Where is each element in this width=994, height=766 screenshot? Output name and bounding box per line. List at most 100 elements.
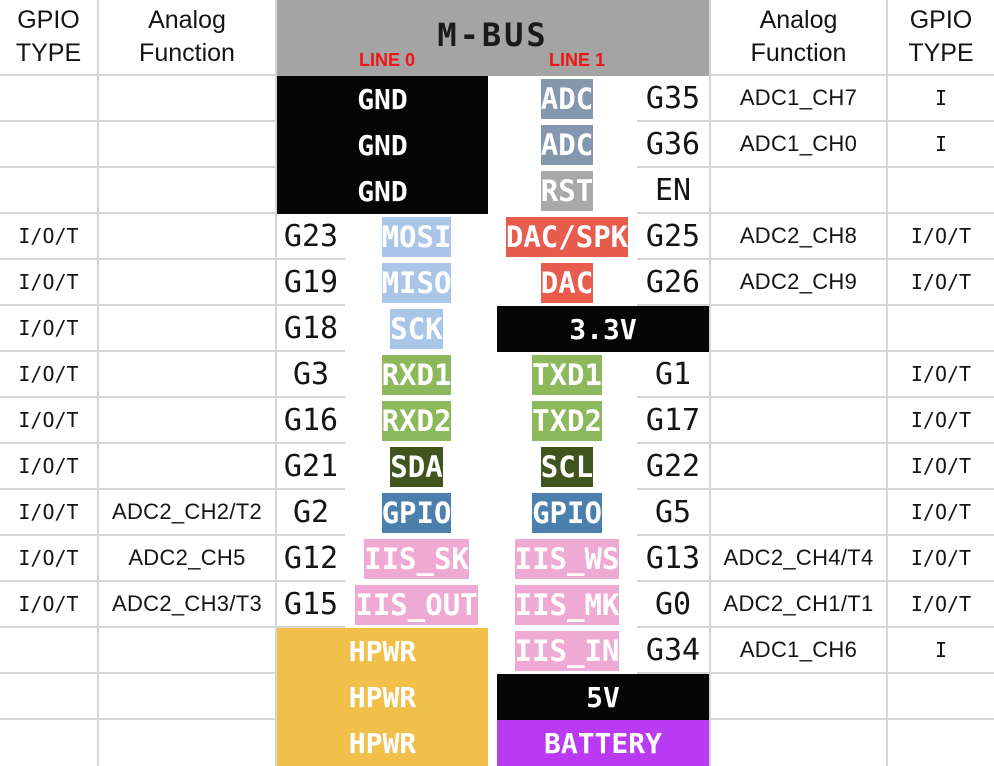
- gpio-type-cell: I/O/T: [0, 444, 99, 490]
- mbus-header: M-BUS LINE 0 LINE 1: [277, 0, 709, 76]
- pin-label-g15: G15: [277, 582, 345, 628]
- pin-label-g22: G22: [637, 444, 709, 490]
- analog-function-cell: ADC2_CH9: [709, 260, 888, 306]
- pin-label-g19: G19: [277, 260, 345, 306]
- analog-function-cell: ADC1_CH7: [709, 76, 888, 122]
- gpio-type-cell: I/O/T: [0, 582, 99, 628]
- analog-function-cell: [709, 674, 888, 720]
- pin-label-g36: G36: [637, 122, 709, 168]
- analog-function-cell: ADC2_CH4/T4: [709, 536, 888, 582]
- gpio-type-cell: [0, 122, 99, 168]
- analog-function-cell: [99, 398, 277, 444]
- pin-label-g17: G17: [637, 398, 709, 444]
- header-gpio-type-right: GPIO TYPE: [888, 0, 994, 76]
- gnd-label: GND: [357, 82, 408, 116]
- signal-adc: ADC: [497, 122, 637, 168]
- gpio-type-cell: I/O/T: [888, 352, 994, 398]
- signal-gpio-line0: GPIO: [345, 490, 488, 536]
- gpio-type-cell: I/O/T: [0, 490, 99, 536]
- signal-dac-spk: DAC/SPK: [497, 214, 637, 260]
- pin-label-g1: G1: [637, 352, 709, 398]
- pin-label-g2: G2: [277, 490, 345, 536]
- gpio-type-cell: I: [888, 122, 994, 168]
- pin-label-g21: G21: [277, 444, 345, 490]
- gpio-type-cell: [888, 168, 994, 214]
- battery-label: BATTERY: [543, 726, 662, 760]
- signal-iis-mk: IIS_MK: [497, 582, 637, 628]
- pin-label-g18: G18: [277, 306, 345, 352]
- gpio-type-cell: [0, 720, 99, 766]
- gnd-block: GND GND GND: [277, 76, 488, 214]
- pin-label-g5: G5: [637, 490, 709, 536]
- v33-label: 3.3V: [569, 312, 637, 346]
- signal-adc: ADC: [497, 76, 637, 122]
- signal-rxd1: RXD1: [345, 352, 488, 398]
- gpio-type-cell: [888, 306, 994, 352]
- pin-label-g16: G16: [277, 398, 345, 444]
- gpio-type-cell: I/O/T: [888, 536, 994, 582]
- gpio-type-cell: [0, 168, 99, 214]
- gpio-type-cell: I: [888, 628, 994, 674]
- analog-function-cell: [709, 490, 888, 536]
- analog-function-cell: [99, 214, 277, 260]
- analog-function-cell: ADC2_CH1/T1: [709, 582, 888, 628]
- hpwr-label: HPWR: [348, 726, 417, 760]
- pin-label-g34: G34: [637, 628, 709, 674]
- signal-rxd2: RXD2: [345, 398, 488, 444]
- signal-txd1: TXD1: [497, 352, 637, 398]
- analog-function-cell: [99, 444, 277, 490]
- signal-gpio-line1: GPIO: [497, 490, 637, 536]
- gpio-type-cell: I/O/T: [0, 260, 99, 306]
- gpio-type-cell: I/O/T: [888, 582, 994, 628]
- analog-function-cell: [99, 352, 277, 398]
- signal-iis-ws: IIS_WS: [497, 536, 637, 582]
- analog-function-cell: [709, 398, 888, 444]
- analog-function-cell: [709, 352, 888, 398]
- signal-iis-out: IIS_OUT: [345, 582, 488, 628]
- analog-function-cell: [99, 720, 277, 766]
- analog-function-cell: [99, 306, 277, 352]
- pin-label-g23: G23: [277, 214, 345, 260]
- gnd-label: GND: [357, 174, 408, 208]
- signal-miso: MISO: [345, 260, 488, 306]
- pin-label-g26: G26: [637, 260, 709, 306]
- analog-function-cell: [99, 122, 277, 168]
- battery-block: BATTERY: [497, 720, 709, 766]
- gpio-type-cell: I/O/T: [888, 490, 994, 536]
- gpio-type-cell: I/O/T: [888, 444, 994, 490]
- pin-label-g25: G25: [637, 214, 709, 260]
- analog-function-cell: ADC2_CH2/T2: [99, 490, 277, 536]
- gpio-type-cell: I/O/T: [888, 398, 994, 444]
- v5-block: 5V: [497, 674, 709, 720]
- line0-label: LINE 0: [358, 50, 415, 70]
- analog-function-cell: ADC2_CH8: [709, 214, 888, 260]
- analog-function-cell: [99, 260, 277, 306]
- line1-label: LINE 1: [548, 50, 605, 70]
- signal-scl: SCL: [497, 444, 637, 490]
- signal-sck: SCK: [345, 306, 488, 352]
- gpio-type-cell: [888, 674, 994, 720]
- analog-function-cell: [99, 674, 277, 720]
- pin-label-en: EN: [637, 168, 709, 214]
- analog-function-cell: [709, 444, 888, 490]
- gpio-type-cell: I/O/T: [0, 214, 99, 260]
- pin-label-g12: G12: [277, 536, 345, 582]
- analog-function-cell: [709, 168, 888, 214]
- gpio-type-cell: I: [888, 76, 994, 122]
- signal-iis-sk: IIS_SK: [345, 536, 488, 582]
- analog-function-cell: [99, 168, 277, 214]
- v5-label: 5V: [586, 680, 620, 714]
- gpio-type-cell: I/O/T: [888, 260, 994, 306]
- hpwr-label: HPWR: [348, 680, 417, 714]
- gpio-type-cell: I/O/T: [0, 306, 99, 352]
- signal-sda: SDA: [345, 444, 488, 490]
- analog-function-cell: [99, 76, 277, 122]
- gpio-type-cell: I/O/T: [888, 214, 994, 260]
- gpio-type-cell: [0, 674, 99, 720]
- analog-function-cell: ADC1_CH6: [709, 628, 888, 674]
- bus-title: M-BUS: [437, 16, 549, 54]
- pin-label-g3: G3: [277, 352, 345, 398]
- header-analog-function-right: Analog Function: [709, 0, 888, 76]
- analog-function-cell: ADC1_CH0: [709, 122, 888, 168]
